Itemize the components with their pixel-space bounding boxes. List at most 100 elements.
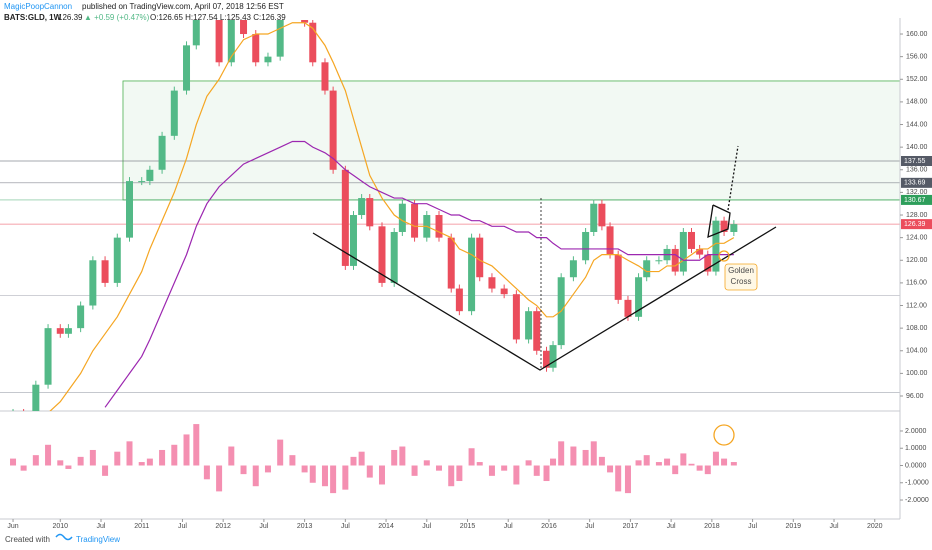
macd-bar [448, 465, 455, 487]
price-label: 126.39 [904, 221, 926, 228]
candle [712, 220, 720, 272]
macd-bar [411, 465, 418, 476]
x-tick-label: 2010 [52, 523, 68, 530]
macd-bar [10, 458, 17, 466]
macd-bar [114, 451, 121, 466]
macd-bar [533, 465, 540, 476]
macd-bar [704, 465, 711, 475]
candle [44, 328, 52, 385]
macd-bar [45, 444, 52, 466]
moving-average [49, 22, 735, 411]
macd-bar [721, 458, 728, 466]
candle [488, 277, 496, 289]
macd-bar [193, 424, 200, 466]
candle [447, 237, 455, 289]
x-tick-label: Jul [178, 523, 187, 530]
candle [158, 135, 166, 170]
x-tick-label: 2012 [215, 523, 231, 530]
macd-bar [598, 456, 605, 466]
candle [89, 260, 97, 306]
x-tick-label: Jul [422, 523, 431, 530]
macd-bar [582, 449, 589, 466]
macd-bar [688, 463, 695, 466]
macd-bar [138, 462, 145, 466]
macd-bar [171, 444, 178, 466]
macd-bar [456, 465, 463, 482]
macd-bar [159, 449, 166, 466]
candle [643, 260, 651, 278]
candle [329, 90, 337, 170]
macd-bar [32, 455, 39, 466]
candle [687, 231, 695, 249]
macd-bar [330, 465, 337, 494]
footer-text: Created with [5, 535, 50, 544]
y-tick-label: 116.00 [906, 280, 927, 287]
cross-marker [718, 250, 730, 262]
macd-bar [558, 441, 565, 466]
annotation: Cross [731, 277, 752, 286]
candle [301, 20, 309, 23]
macd-bar [590, 441, 597, 466]
macd-bar [203, 465, 210, 480]
candle [183, 45, 191, 91]
candle [138, 181, 146, 183]
author: MagicPoopCannon [4, 2, 72, 11]
candle [582, 231, 590, 261]
macd-bar [252, 465, 259, 487]
macd-bar [264, 465, 271, 473]
candle [101, 260, 109, 283]
candle [126, 181, 134, 238]
y2-tick-label: -1.0000 [905, 480, 929, 487]
candle [77, 305, 85, 329]
candle [655, 260, 663, 262]
x-tick-label: 2018 [704, 523, 720, 530]
candle [264, 56, 272, 63]
x-tick-label: 2014 [378, 523, 394, 530]
x-tick-label: 2017 [623, 523, 639, 530]
candle [598, 203, 606, 227]
macd-bar [615, 465, 622, 492]
macd-bar [240, 465, 247, 475]
macd-bar [146, 458, 153, 466]
flag-pattern [707, 204, 731, 239]
y2-tick-label: 2.0000 [905, 428, 927, 435]
macd-bar [468, 448, 475, 466]
macd-bar [730, 462, 737, 466]
macd-bar [696, 465, 703, 471]
candle [192, 20, 200, 46]
macd-bar [277, 439, 284, 466]
macd-bar [624, 465, 631, 494]
y-tick-label: 160.00 [906, 31, 928, 38]
y-tick-label: 128.00 [906, 212, 928, 219]
candle [56, 328, 64, 334]
drawings [312, 145, 777, 446]
candle [398, 203, 406, 232]
x-tick-label: Jul [830, 523, 839, 530]
candle [730, 224, 738, 232]
candle [549, 345, 557, 368]
candle [435, 215, 443, 238]
candle [366, 198, 374, 227]
symbol: BATS:GLD, 1W [4, 13, 62, 22]
y-tick-label: 148.00 [906, 99, 928, 106]
y-tick-label: 104.00 [906, 348, 928, 355]
candle [590, 203, 598, 232]
x-tick-label: Jul [97, 523, 106, 530]
zone [122, 80, 901, 201]
candle [32, 384, 40, 411]
x-tick-label: 2011 [134, 523, 149, 530]
candle [321, 62, 329, 91]
candle [170, 90, 178, 136]
macd-bar [378, 465, 385, 485]
macd-bar [350, 456, 357, 466]
candle [411, 203, 419, 238]
macd-bar [309, 465, 316, 483]
macd-pane [10, 424, 737, 494]
macd-bar [643, 455, 650, 466]
candle [240, 20, 248, 35]
candle [500, 288, 508, 295]
y-tick-label: 156.00 [906, 53, 928, 60]
y-tick-label: 144.00 [906, 121, 928, 128]
